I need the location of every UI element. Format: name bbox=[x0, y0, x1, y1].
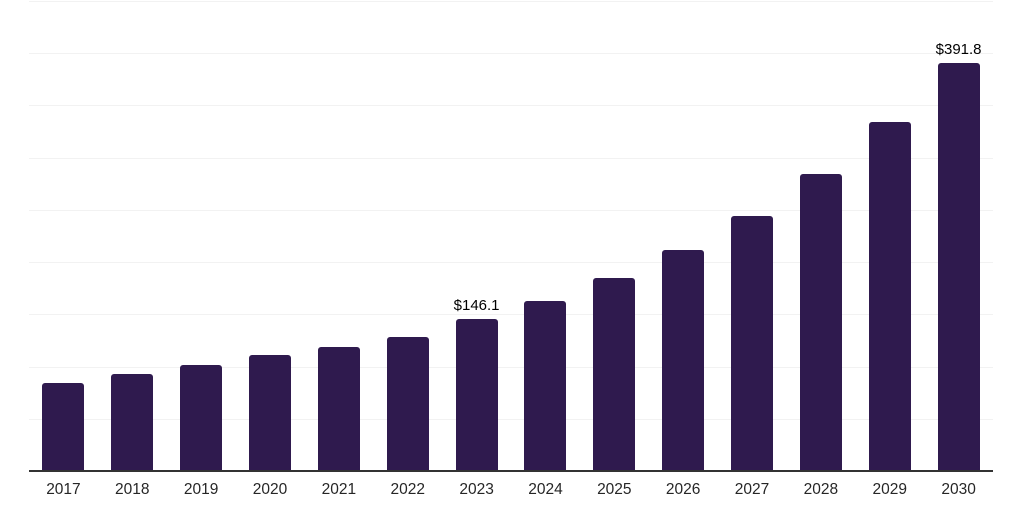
x-tick-label: 2024 bbox=[528, 481, 563, 498]
bar-slot bbox=[649, 2, 718, 472]
bar-2027 bbox=[731, 216, 774, 472]
x-tick-label: 2029 bbox=[872, 481, 907, 498]
x-tick-label: 2028 bbox=[803, 481, 839, 498]
x-tick-label: 2019 bbox=[183, 481, 219, 498]
x-tick-label: 2025 bbox=[597, 481, 632, 498]
gridline bbox=[29, 105, 993, 107]
x-axis-line bbox=[29, 470, 993, 472]
bar-2029 bbox=[868, 122, 911, 472]
x-axis: 2017 2018 2019 2020 2021 2022 2023 2024 2025 2026… bbox=[29, 481, 993, 499]
bar-slot bbox=[718, 2, 787, 472]
x-tick-label: 2022 bbox=[390, 481, 425, 498]
bar-slot bbox=[236, 2, 305, 472]
bar-slot bbox=[373, 2, 442, 472]
gridline bbox=[29, 418, 993, 420]
bar-2025 bbox=[593, 277, 636, 472]
gridline bbox=[29, 157, 993, 159]
gridline bbox=[29, 53, 993, 55]
bars: $146.1 $391.8 bbox=[29, 2, 993, 472]
bar-slot: $391.8 bbox=[924, 2, 993, 472]
bar-2022 bbox=[386, 336, 429, 472]
bar-value-label: $391.8 bbox=[935, 40, 982, 58]
bar-2026 bbox=[662, 250, 705, 472]
x-tick-label: 2020 bbox=[252, 481, 288, 498]
bar-2018 bbox=[111, 373, 154, 472]
bar-2023 bbox=[455, 319, 498, 472]
bar-2017 bbox=[42, 382, 85, 472]
x-tick-label: 2030 bbox=[941, 481, 976, 498]
gridline bbox=[29, 314, 993, 316]
bar-slot bbox=[855, 2, 924, 472]
bar-2019 bbox=[180, 364, 223, 472]
bar-2020 bbox=[249, 354, 291, 472]
bar-slot bbox=[29, 2, 98, 472]
x-tick-label: 2027 bbox=[734, 481, 770, 498]
bar-slot bbox=[98, 2, 167, 472]
gridline bbox=[29, 262, 993, 264]
bar-2030 bbox=[937, 62, 980, 472]
x-tick-label: 2023 bbox=[459, 481, 494, 498]
bar-slot: $146.1 bbox=[442, 2, 511, 472]
gridline bbox=[29, 1, 993, 2]
x-tick-label: 2026 bbox=[665, 481, 701, 498]
bar-value-label: $146.1 bbox=[453, 297, 500, 315]
gridline bbox=[29, 366, 993, 368]
x-tick-label: 2018 bbox=[115, 481, 150, 498]
bar-2021 bbox=[317, 346, 360, 472]
bar-slot bbox=[580, 2, 649, 472]
bar-2028 bbox=[799, 174, 842, 472]
bar-slot bbox=[304, 2, 373, 472]
gridline bbox=[29, 209, 993, 211]
bar-2024 bbox=[524, 300, 567, 472]
plot-area: $146.1 $391.8 bbox=[29, 1, 993, 472]
bar-slot bbox=[167, 2, 236, 472]
bar-slot bbox=[511, 2, 580, 472]
x-tick-label: 2017 bbox=[46, 481, 81, 498]
bar-slot bbox=[786, 2, 855, 472]
x-tick-label: 2021 bbox=[321, 481, 357, 498]
